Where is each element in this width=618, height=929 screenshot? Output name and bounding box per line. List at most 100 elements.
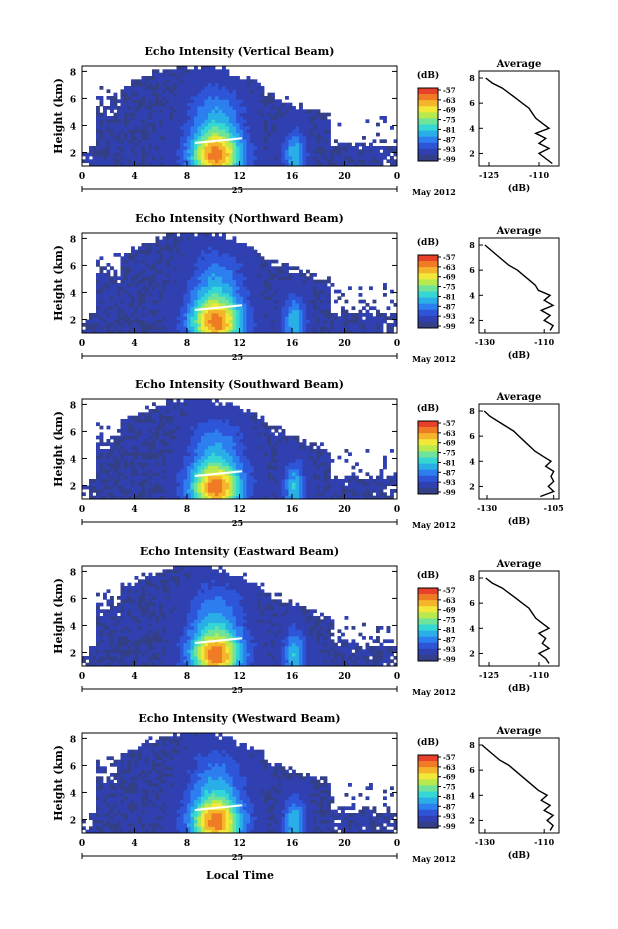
heatmap-cell [155, 306, 160, 311]
heatmap-cell [131, 422, 135, 427]
heatmap-cell [134, 273, 139, 277]
heatmap-cell [232, 159, 237, 164]
heatmap-cell [159, 289, 163, 294]
heatmap-cell [169, 236, 174, 241]
heatmap-cell [250, 449, 254, 453]
heatmap-cell [127, 449, 132, 453]
heatmap-cell [106, 482, 111, 487]
heatmap-cell [320, 329, 324, 334]
heatmap-cell [253, 482, 258, 487]
heatmap-cell [295, 109, 300, 114]
heatmap-cell [250, 293, 254, 297]
heatmap-cell [222, 319, 226, 324]
heatmap-cell [124, 485, 128, 490]
heatmap-cell [162, 306, 167, 311]
heatmap-cell [386, 326, 391, 331]
heatmap-cell [274, 116, 279, 120]
heatmap-cell [113, 309, 118, 314]
heatmap-cell [355, 146, 359, 150]
heatmap-cell [155, 263, 160, 267]
heatmap-cell [180, 283, 184, 287]
average-profile-line [485, 77, 553, 165]
heatmap-cell [117, 309, 121, 314]
heatmap-cell [152, 489, 156, 493]
heatmap-cell [267, 259, 272, 264]
heatmap-cell [313, 296, 317, 301]
heatmap-cell [204, 79, 209, 84]
heatmap-cell [215, 489, 219, 493]
heatmap-cell [302, 146, 307, 150]
heatmap-cell [208, 263, 212, 267]
heatmap-cell [180, 162, 184, 167]
heatmap-cell [127, 132, 132, 137]
heatmap-cell [190, 279, 195, 284]
heatmap-cell [264, 142, 268, 147]
heatmap-cell [155, 329, 160, 334]
heatmap [82, 399, 398, 500]
heatmap-cell [369, 162, 373, 167]
heatmap-cell [194, 412, 198, 417]
heatmap-cell [390, 316, 394, 321]
heatmap-cell [155, 76, 160, 80]
heatmap-cell [117, 146, 121, 150]
heatmap-cell [176, 419, 181, 423]
heatmap-cell [180, 299, 184, 304]
panel-1: Echo Intensity (Northward Beam)2468Heigh… [52, 212, 560, 364]
heatmap-cell [229, 276, 233, 281]
heatmap-cell [145, 263, 149, 267]
heatmap-cell [169, 313, 174, 317]
heatmap-cell [145, 472, 149, 477]
heatmap-cell [197, 142, 202, 147]
heatmap-cell [222, 126, 226, 130]
heatmap-cell [250, 455, 254, 460]
heatmap-cell [96, 259, 100, 264]
heatmap-cell [232, 412, 237, 417]
heatmap-cell [260, 273, 265, 277]
heatmap-cell [316, 286, 321, 291]
heatmap-cell [99, 319, 104, 324]
heatmap-cell [162, 266, 167, 271]
heatmap-cell [197, 233, 202, 237]
heatmap-cell [383, 293, 387, 297]
heatmap-cell [127, 152, 132, 157]
heatmap-cell [173, 99, 177, 104]
heatmap-cell [169, 159, 174, 164]
heatmap-cell [330, 329, 335, 334]
heatmap-cell [243, 119, 247, 124]
heatmap-cell [152, 256, 156, 261]
heatmap-cell [173, 132, 177, 137]
heatmap-cell [225, 415, 230, 420]
heatmap-cell [131, 266, 135, 271]
heatmap-cell [152, 132, 156, 137]
heatmap-cell [232, 409, 237, 413]
heatmap-cell [148, 329, 153, 334]
heatmap-cell [376, 326, 380, 331]
heatmap-cell [274, 132, 279, 137]
heatmap-cell [120, 492, 125, 497]
heatmap-cell [162, 309, 167, 314]
heatmap-cell [260, 126, 265, 130]
heatmap-cell [243, 283, 247, 287]
heatmap-cell [162, 79, 167, 84]
heatmap-cell [106, 439, 111, 443]
heatmap-cell [222, 273, 226, 277]
heatmap-cell [159, 415, 163, 420]
heatmap-cell [232, 276, 237, 281]
heatmap-cell [201, 313, 205, 317]
heatmap-cell [299, 283, 303, 287]
heatmap-cell [218, 435, 223, 440]
heatmap-cell [211, 266, 216, 271]
heatmap-cell [159, 266, 163, 271]
heatmap-cell [215, 485, 219, 490]
heatmap-cell [152, 283, 156, 287]
heatmap-cell [365, 159, 370, 164]
heatmap-cell [222, 253, 226, 257]
heatmap-cell [232, 279, 237, 284]
heatmap-cell [236, 286, 240, 291]
heatmap-cell [281, 323, 286, 327]
heatmap-cell [124, 106, 128, 110]
heatmap-cell [183, 299, 188, 304]
heatmap-cell [365, 326, 370, 331]
heatmap-cell [169, 316, 174, 321]
heatmap-cell [117, 283, 121, 287]
